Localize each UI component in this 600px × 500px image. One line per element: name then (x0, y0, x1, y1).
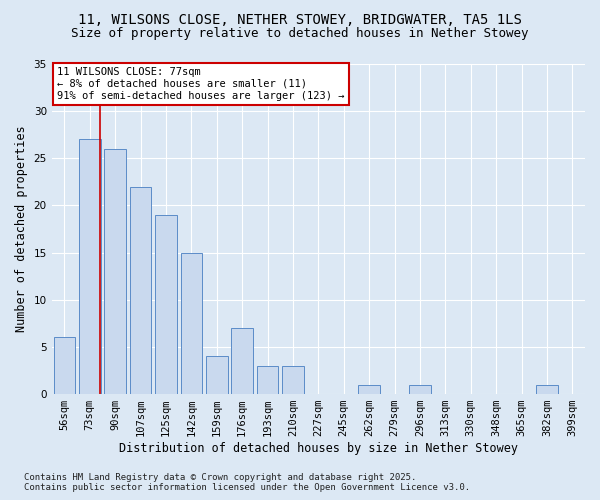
Bar (206, 356, 227, 394)
Text: 11 WILSONS CLOSE: 77sqm
← 8% of detached houses are smaller (11)
91% of semi-det: 11 WILSONS CLOSE: 77sqm ← 8% of detached… (57, 68, 344, 100)
Y-axis label: Number of detached properties: Number of detached properties (15, 126, 28, 332)
Bar (130, 186, 151, 394)
Text: 11, WILSONS CLOSE, NETHER STOWEY, BRIDGWATER, TA5 1LS: 11, WILSONS CLOSE, NETHER STOWEY, BRIDGW… (78, 12, 522, 26)
Text: Size of property relative to detached houses in Nether Stowey: Size of property relative to detached ho… (71, 28, 529, 40)
X-axis label: Distribution of detached houses by size in Nether Stowey: Distribution of detached houses by size … (119, 442, 518, 455)
Bar (536, 384, 557, 394)
Bar (232, 328, 253, 394)
Text: Contains HM Land Registry data © Crown copyright and database right 2025.
Contai: Contains HM Land Registry data © Crown c… (24, 473, 470, 492)
Bar (79, 140, 101, 394)
Bar (155, 215, 177, 394)
Bar (181, 252, 202, 394)
Bar (409, 384, 431, 394)
Bar (358, 384, 380, 394)
Bar (53, 338, 75, 394)
Bar (257, 366, 278, 394)
Bar (104, 149, 126, 394)
Bar (282, 366, 304, 394)
